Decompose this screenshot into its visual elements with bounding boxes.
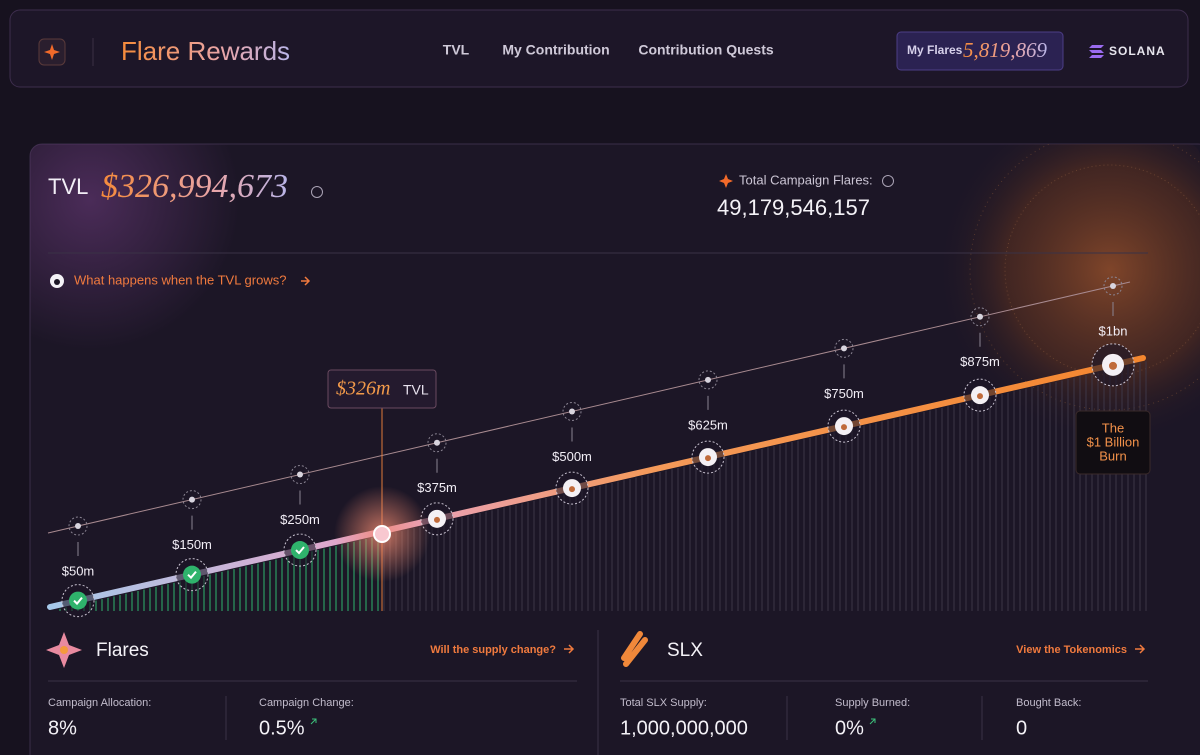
current-unit: TVL (403, 382, 429, 398)
milestone-halo (970, 307, 990, 327)
flare-icon (719, 174, 733, 188)
header-bar (9, 9, 1189, 88)
milestone-dot (841, 345, 847, 352)
check-icon (295, 546, 305, 555)
check-icon (187, 571, 197, 580)
nav-link[interactable]: My Contribution (502, 42, 609, 58)
tvl-panel (29, 143, 1200, 755)
stat-label: Bought Back: (1016, 697, 1081, 709)
total-flares-label: Total Campaign Flares: (739, 172, 873, 187)
section-link[interactable]: Will the supply change? (430, 644, 556, 656)
milestone-halo (834, 338, 854, 358)
burn-badge (1075, 410, 1151, 475)
milestone-halo (427, 433, 447, 453)
milestone-label: $375m (417, 480, 457, 495)
flame-icon (434, 516, 440, 523)
milestone-label: $625m (688, 417, 728, 432)
logo-icon (44, 44, 60, 60)
flame-icon (569, 486, 575, 493)
stat-label: Campaign Allocation: (48, 697, 151, 709)
milestone-label: $500m (552, 449, 592, 464)
check-icon (73, 596, 83, 606)
milestone-label: $1bn (1099, 323, 1128, 338)
tvl-value: $326,994,673 (101, 168, 288, 205)
nav-link[interactable]: Contribution Quests (638, 42, 774, 58)
milestone-label: $250m (280, 512, 320, 527)
info-icon[interactable] (882, 175, 894, 187)
stat-value: 0.5% (259, 717, 305, 739)
total-flares-value: 49,179,546,157 (717, 195, 870, 220)
burn-text: The (1102, 420, 1124, 435)
section-title: Flares (96, 640, 149, 661)
milestone-dot (569, 408, 575, 415)
stat-label: Supply Burned: (835, 697, 910, 709)
info-icon[interactable] (311, 186, 323, 198)
tvl-link[interactable]: What happens when the TVL grows? (74, 272, 286, 287)
milestone-check (183, 565, 201, 584)
arrow-icon (564, 644, 575, 654)
section-link[interactable]: View the Tokenomics (1016, 644, 1127, 656)
current-value: $326m (336, 378, 390, 400)
stat-label: Total SLX Supply: (620, 697, 707, 709)
globe (935, 144, 1200, 445)
my-flares-box[interactable] (896, 31, 1064, 71)
flame-icon (977, 393, 983, 400)
upper-track (47, 281, 1131, 534)
stat-value: 0 (1016, 717, 1027, 739)
milestone-dot (705, 376, 711, 383)
solana-icon (1089, 45, 1104, 58)
milestone-dot (977, 313, 983, 320)
milestone-halo (698, 370, 718, 390)
milestone-label: $750m (824, 386, 864, 401)
arrow-icon (1135, 644, 1146, 654)
nav-link[interactable]: TVL (443, 42, 470, 58)
tvl-label: TVL (48, 174, 88, 199)
milestone-dot (297, 471, 303, 478)
network-name: SOLANA (1109, 44, 1166, 58)
milestone-halo (1103, 276, 1123, 296)
milestone-halo (68, 516, 88, 536)
glow (30, 144, 240, 350)
milestone-halo (290, 465, 310, 485)
milestone-halo (562, 401, 582, 421)
slx-icon (621, 631, 648, 667)
burn-text: Burn (1099, 448, 1126, 463)
milestone-check (291, 541, 309, 560)
milestone-check (69, 591, 87, 610)
flame-icon (841, 424, 847, 431)
my-flares-value: 5,819,869 (963, 38, 1048, 62)
current-badge (327, 369, 437, 409)
flares-icon (60, 646, 68, 654)
up-arrow (869, 718, 876, 725)
stat-value: 0% (835, 717, 864, 739)
flame-icon (1109, 361, 1117, 370)
flame-icon (54, 279, 60, 285)
burn-text: $1 Billion (1087, 434, 1140, 449)
milestone-label: $150m (172, 537, 212, 552)
stat-value: 8% (48, 717, 77, 739)
up-arrow (310, 718, 317, 725)
milestone-dot (434, 439, 440, 446)
milestone-dot (189, 496, 195, 503)
milestone-label: $875m (960, 354, 1000, 369)
flame-icon (705, 455, 711, 462)
current-dot (373, 525, 391, 543)
my-flares-label: My Flares (907, 43, 963, 57)
milestone-dot (1110, 282, 1116, 289)
stat-label: Campaign Change: (259, 697, 354, 709)
tvl-track (47, 355, 1146, 610)
milestone-halo (182, 490, 202, 510)
milestone-dot (75, 523, 81, 530)
milestone-label: $50m (62, 563, 95, 578)
arrow-icon (301, 276, 311, 286)
stat-value: 1,000,000,000 (620, 717, 748, 739)
app-title: Flare Rewards (121, 36, 290, 66)
section-title: SLX (667, 640, 703, 661)
